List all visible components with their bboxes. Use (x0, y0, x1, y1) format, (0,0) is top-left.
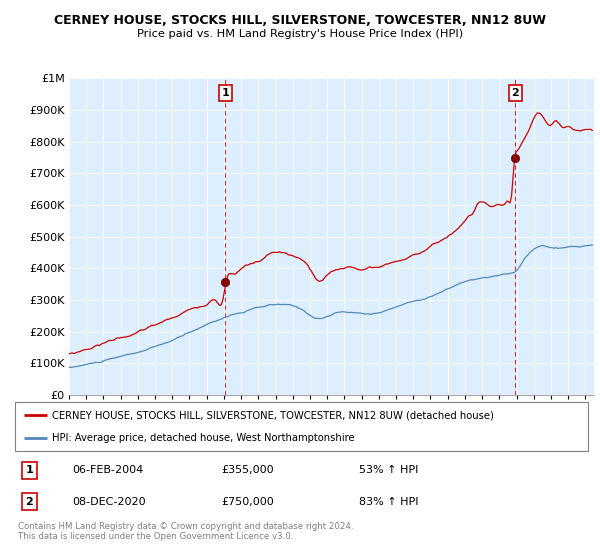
Text: HPI: Average price, detached house, West Northamptonshire: HPI: Average price, detached house, West… (52, 433, 355, 444)
Text: CERNEY HOUSE, STOCKS HILL, SILVERSTONE, TOWCESTER, NN12 8UW: CERNEY HOUSE, STOCKS HILL, SILVERSTONE, … (54, 14, 546, 27)
Text: Contains HM Land Registry data © Crown copyright and database right 2024.
This d: Contains HM Land Registry data © Crown c… (18, 522, 353, 542)
Text: 1: 1 (25, 465, 33, 475)
Text: CERNEY HOUSE, STOCKS HILL, SILVERSTONE, TOWCESTER, NN12 8UW (detached house): CERNEY HOUSE, STOCKS HILL, SILVERSTONE, … (52, 410, 494, 421)
Text: £750,000: £750,000 (221, 497, 274, 507)
Text: 83% ↑ HPI: 83% ↑ HPI (359, 497, 418, 507)
Text: 06-FEB-2004: 06-FEB-2004 (73, 465, 143, 475)
Text: 53% ↑ HPI: 53% ↑ HPI (359, 465, 418, 475)
Text: 1: 1 (221, 88, 229, 98)
FancyBboxPatch shape (15, 402, 588, 451)
Text: 2: 2 (511, 88, 519, 98)
Text: £355,000: £355,000 (221, 465, 274, 475)
Text: 2: 2 (25, 497, 33, 507)
Text: Price paid vs. HM Land Registry's House Price Index (HPI): Price paid vs. HM Land Registry's House … (137, 29, 463, 39)
Text: 08-DEC-2020: 08-DEC-2020 (73, 497, 146, 507)
